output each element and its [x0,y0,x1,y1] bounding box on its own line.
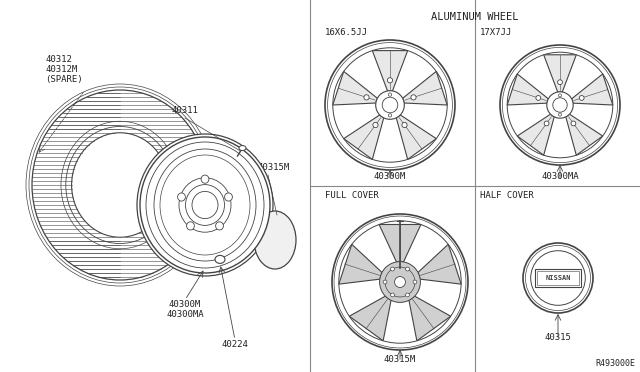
Polygon shape [403,71,447,105]
Circle shape [394,276,406,288]
Ellipse shape [225,193,232,201]
Text: 40312M: 40312M [45,65,77,74]
Circle shape [402,122,407,128]
Circle shape [413,280,417,284]
Circle shape [383,280,387,284]
Circle shape [388,93,392,96]
Polygon shape [566,114,603,155]
Polygon shape [544,55,576,92]
Ellipse shape [187,222,195,230]
Text: 40315: 40315 [545,333,572,342]
Text: 16X6.5JJ: 16X6.5JJ [325,28,368,37]
Circle shape [406,293,410,297]
Text: 40311: 40311 [172,106,198,115]
Polygon shape [418,244,461,284]
Text: FULL COVER: FULL COVER [325,191,379,200]
Text: 40224: 40224 [221,340,248,349]
Text: 17X7JJ: 17X7JJ [480,28,512,37]
Ellipse shape [254,211,296,269]
Text: HALF COVER: HALF COVER [480,191,534,200]
Circle shape [579,96,584,100]
Circle shape [536,96,541,100]
Text: 40300M: 40300M [169,300,201,309]
Bar [535,269,580,287]
Circle shape [547,92,573,118]
Ellipse shape [215,256,225,263]
Circle shape [500,45,620,165]
Text: (SPARE): (SPARE) [45,75,83,84]
Polygon shape [333,71,378,105]
Bar [537,271,579,285]
Ellipse shape [216,222,223,230]
Circle shape [382,97,398,113]
Polygon shape [507,74,548,105]
Ellipse shape [72,133,168,237]
Circle shape [411,95,416,100]
Polygon shape [396,115,436,159]
Polygon shape [409,296,451,341]
Polygon shape [339,244,382,284]
Circle shape [376,91,404,119]
Text: 40312: 40312 [45,55,72,64]
Circle shape [523,243,593,313]
Ellipse shape [239,145,246,151]
Polygon shape [379,224,421,262]
Circle shape [553,98,567,112]
Polygon shape [572,74,612,105]
Text: 40300MA: 40300MA [541,172,579,181]
Circle shape [559,94,561,97]
Text: 40315M: 40315M [384,355,416,364]
Circle shape [387,78,392,83]
Polygon shape [349,296,391,341]
Circle shape [390,267,394,271]
Text: ALUMINUM WHEEL: ALUMINUM WHEEL [431,12,519,22]
Circle shape [364,95,369,100]
Circle shape [406,267,410,271]
Circle shape [373,122,378,128]
Circle shape [544,121,549,126]
Circle shape [390,293,394,297]
Ellipse shape [201,175,209,183]
Text: NISSAN: NISSAN [545,275,571,281]
Text: 40315M: 40315M [258,163,291,172]
Circle shape [332,214,468,350]
Polygon shape [344,115,384,159]
Circle shape [571,121,576,126]
Circle shape [559,113,561,116]
Polygon shape [372,51,408,91]
Circle shape [380,262,420,302]
Circle shape [557,80,563,84]
Ellipse shape [137,134,273,276]
Ellipse shape [140,137,270,273]
Polygon shape [517,114,554,155]
Circle shape [388,114,392,117]
Circle shape [325,40,455,170]
Text: 40300MA: 40300MA [166,310,204,319]
Text: R493000E: R493000E [595,359,635,368]
Ellipse shape [178,193,186,201]
Text: 40300M: 40300M [374,172,406,181]
